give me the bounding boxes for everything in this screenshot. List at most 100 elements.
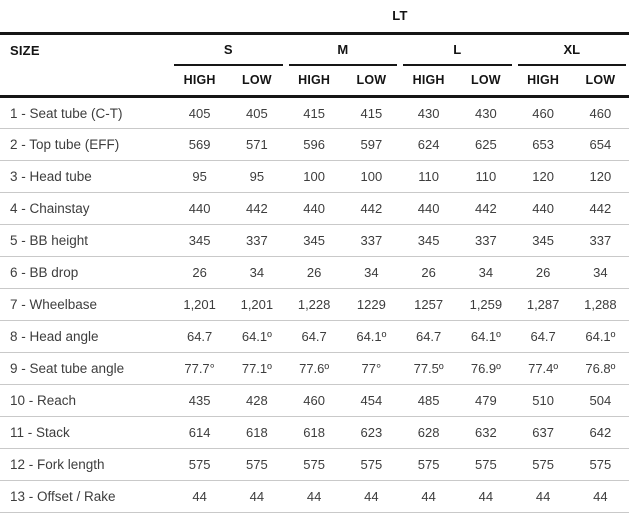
col-header-l-high: HIGH bbox=[400, 65, 458, 98]
cell-value: 64.1º bbox=[571, 320, 629, 353]
cell-value: 76.9º bbox=[457, 352, 515, 385]
cell-value: 618 bbox=[285, 416, 343, 449]
cell-value: 44 bbox=[342, 480, 400, 513]
size-label-s: S bbox=[223, 41, 233, 57]
cell-value: 76.8º bbox=[571, 352, 629, 385]
cell-value: 110 bbox=[457, 160, 515, 193]
cell-value: 44 bbox=[457, 480, 515, 513]
cell-value: 440 bbox=[400, 192, 458, 225]
cell-value: 337 bbox=[457, 224, 515, 257]
cell-value: 95 bbox=[228, 160, 286, 193]
cell-value: 440 bbox=[171, 192, 229, 225]
row-label: 12 - Fork length bbox=[0, 448, 171, 481]
cell-value: 460 bbox=[532, 105, 554, 121]
cell-value: 454 bbox=[342, 384, 400, 417]
cell-value: 642 bbox=[571, 416, 629, 449]
cell-value: 430 bbox=[417, 105, 440, 121]
cell-value: 571 bbox=[228, 128, 286, 161]
title-spacer bbox=[0, 0, 171, 33]
cell-value: 110 bbox=[400, 160, 458, 193]
size-label-xl: XL bbox=[563, 41, 581, 57]
cell-value: 1229 bbox=[342, 288, 400, 321]
cell-value: 77.7° bbox=[171, 352, 229, 385]
cell-value: 26 bbox=[400, 256, 458, 289]
cell-value: 26 bbox=[285, 256, 343, 289]
cell-value: 337 bbox=[342, 224, 400, 257]
cell-value: 1257 bbox=[400, 288, 458, 321]
cell-value: 575 bbox=[400, 448, 458, 481]
cell-value: 575 bbox=[171, 448, 229, 481]
size-header-m: M bbox=[285, 31, 400, 66]
size-column-header: SIZE bbox=[0, 31, 171, 66]
cell-value: 77.4º bbox=[514, 352, 572, 385]
cell-value: 64.7 bbox=[514, 320, 572, 353]
cell-value: 442 bbox=[342, 192, 400, 225]
cell-value: 460 bbox=[285, 384, 343, 417]
cell-value: 460 bbox=[589, 105, 612, 121]
cell-value: 415 bbox=[360, 105, 383, 121]
cell-value: 100 bbox=[342, 160, 400, 193]
col-header-xl-high: HIGH bbox=[514, 65, 572, 98]
table-body: 1 - Seat tube (C-T) 405 405 415 415 430 430 460… bbox=[0, 97, 629, 513]
row-label: 3 - Head tube bbox=[0, 160, 171, 193]
cell-value: 64.7 bbox=[171, 320, 229, 353]
cell-value: 120 bbox=[514, 160, 572, 193]
cell-value: 1,228 bbox=[285, 288, 343, 321]
size-label-l: L bbox=[453, 41, 462, 57]
row-label: 7 - Wheelbase bbox=[0, 288, 171, 321]
cell-value: 625 bbox=[457, 128, 515, 161]
cell-value: 430 bbox=[475, 105, 497, 121]
table-row: 5 - BB height 345 337 345 337 345 337 345 337 bbox=[0, 224, 629, 257]
table-title: LT bbox=[392, 8, 408, 24]
cell-value: 345 bbox=[514, 224, 572, 257]
table-row: 4 - Chainstay 440 442 440 442 440 442 440 442 bbox=[0, 192, 629, 225]
col-header-s-low: LOW bbox=[228, 65, 286, 98]
table-row: 12 - Fork length 575 575 575 575 575 575 575 575 bbox=[0, 448, 629, 481]
cell-value: 64.7 bbox=[400, 320, 458, 353]
cell-value: 575 bbox=[228, 448, 286, 481]
table-row: 8 - Head angle 64.7 64.1º 64.7 64.1º 64.7 64.1… bbox=[0, 320, 629, 353]
cell-value: 1,201 bbox=[228, 288, 286, 321]
cell-value: 442 bbox=[571, 192, 629, 225]
cell-value: 64.1º bbox=[342, 320, 400, 353]
cell-value: 44 bbox=[228, 480, 286, 513]
cell-value: 442 bbox=[228, 192, 286, 225]
cell-value: 654 bbox=[571, 128, 629, 161]
table-row: 13 - Offset / Rake 44 44 44 44 44 44 44 44 bbox=[0, 480, 629, 513]
cell-value: 575 bbox=[514, 448, 572, 481]
cell-value: 77.5º bbox=[400, 352, 458, 385]
cell-value: 575 bbox=[571, 448, 629, 481]
table-row: 7 - Wheelbase 1,201 1,201 1,228 1229 1257 1,25… bbox=[0, 288, 629, 321]
cell-value: 510 bbox=[514, 384, 572, 417]
cell-value: 428 bbox=[228, 384, 286, 417]
cell-value: 44 bbox=[571, 480, 629, 513]
cell-value: 440 bbox=[514, 192, 572, 225]
cell-value: 405 bbox=[188, 105, 211, 121]
cell-value: 1,201 bbox=[171, 288, 229, 321]
table-row: 10 - Reach 435 428 460 454 485 479 510 504 bbox=[0, 384, 629, 417]
size-header-l: L bbox=[400, 31, 515, 66]
cell-value: 575 bbox=[285, 448, 343, 481]
row-label: 1 - Seat tube (C-T) bbox=[10, 105, 123, 121]
col-header-xl-low: LOW bbox=[571, 65, 629, 98]
cell-value: 1,287 bbox=[514, 288, 572, 321]
cell-value: 64.1º bbox=[228, 320, 286, 353]
row-label: 6 - BB drop bbox=[0, 256, 171, 289]
cell-value: 575 bbox=[457, 448, 515, 481]
cell-value: 77.1º bbox=[228, 352, 286, 385]
row-label: 4 - Chainstay bbox=[0, 192, 171, 225]
table-row: 6 - BB drop 26 34 26 34 26 34 26 34 bbox=[0, 256, 629, 289]
row-label: 5 - BB height bbox=[0, 224, 171, 257]
size-header-row: SIZE S M L XL bbox=[0, 31, 629, 66]
cell-value: 64.1º bbox=[457, 320, 515, 353]
row-label: 8 - Head angle bbox=[0, 320, 171, 353]
cell-value: 345 bbox=[171, 224, 229, 257]
high-low-header-row: HIGH LOW HIGH LOW HIGH LOW HIGH LOW bbox=[0, 65, 629, 98]
cell-value: 1,288 bbox=[571, 288, 629, 321]
cell-value: 34 bbox=[571, 256, 629, 289]
cell-value: 637 bbox=[514, 416, 572, 449]
cell-value: 440 bbox=[285, 192, 343, 225]
table-row: 2 - Top tube (EFF) 569 571 596 597 624 625 653 6… bbox=[0, 128, 629, 161]
cell-value: 44 bbox=[400, 480, 458, 513]
